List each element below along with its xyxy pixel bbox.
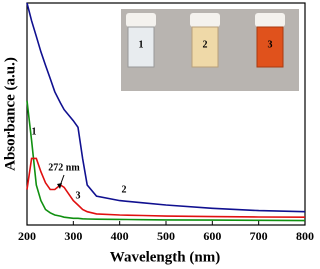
- vial: [256, 26, 284, 68]
- vial-cap: [126, 13, 156, 27]
- vial-label: 1: [139, 39, 144, 50]
- series-line: [26, 157, 306, 218]
- vial: [191, 26, 219, 68]
- series-label: 1: [32, 126, 37, 137]
- inset-photo: 1 2 3: [121, 9, 299, 91]
- series-label: 3: [76, 190, 81, 201]
- y-axis-label: Absorbance (a.u.): [2, 57, 18, 171]
- x-tick-label: 600: [203, 229, 221, 243]
- x-tick-label: 700: [250, 229, 268, 243]
- series-label: 2: [122, 184, 127, 195]
- x-tick-label: 800: [296, 229, 314, 243]
- x-axis-label: Wavelength (nm): [110, 249, 220, 265]
- vial: [127, 26, 155, 68]
- annotation-arrowhead: [57, 183, 62, 189]
- series-line: [26, 2, 306, 213]
- series-line: [26, 100, 306, 222]
- x-tick-label: 300: [64, 229, 82, 243]
- x-tick-label: 200: [18, 229, 36, 243]
- vial-cap: [190, 13, 220, 27]
- vial-label: 2: [203, 39, 208, 50]
- vial-label: 3: [268, 39, 273, 50]
- vial-cap: [255, 13, 285, 27]
- x-tick-label: 500: [157, 229, 175, 243]
- annotation: 272 nm: [48, 162, 80, 173]
- x-tick-label: 400: [111, 229, 129, 243]
